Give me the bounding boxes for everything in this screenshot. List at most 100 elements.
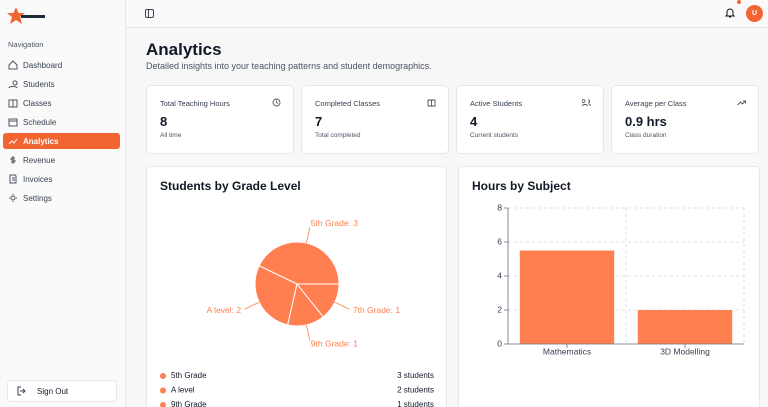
page-title: Analytics: [146, 40, 222, 59]
legend-value: 2 students: [397, 386, 434, 395]
stat-value: 4: [470, 114, 478, 129]
stat-card: Completed Classes 7 Total completed: [301, 85, 449, 154]
nav-icon: [10, 156, 16, 164]
pie-card: Students by Grade Level 5th Grade: 3 5th …: [146, 166, 447, 407]
logo: [7, 7, 45, 24]
legend-label: 9th Grade: [171, 400, 207, 407]
legend-value: 1 students: [397, 400, 434, 407]
stat-value: 0.9 hrs: [625, 114, 667, 129]
sign-out-label: Sign Out: [37, 386, 69, 396]
y-tick-label: 0: [497, 338, 502, 348]
x-tick-label: Mathematics: [543, 346, 591, 356]
nav-item[interactable]: Revenue: [3, 152, 120, 168]
x-tick-label: 3D Modelling: [660, 346, 710, 356]
label-line: [305, 324, 311, 341]
stat-icon: [737, 100, 746, 106]
chart-title: Students by Grade Level: [160, 179, 301, 193]
stat-card: Active Students 4 Current students: [456, 85, 604, 154]
nav-icon: [8, 99, 18, 108]
nav-icon: [9, 174, 17, 184]
stat-icon: [427, 99, 436, 107]
icon-path: [8, 60, 18, 70]
avatar[interactable]: U: [746, 5, 763, 22]
stat-value: 7: [315, 114, 323, 129]
nav-item[interactable]: Students: [3, 76, 120, 92]
icon-path: [8, 118, 18, 127]
page-subtitle: Detailed insights into your teaching pat…: [146, 61, 432, 71]
nav-label: Settings: [23, 193, 52, 203]
icon-path: [10, 156, 16, 164]
data-label: 5th Grade: 3: [311, 218, 359, 228]
stat-value: 8: [160, 114, 168, 129]
pie-slice: [295, 283, 340, 318]
stat-title: Total Teaching Hours: [160, 99, 230, 108]
legend-label: 5th Grade: [171, 371, 207, 380]
nav-item[interactable]: Schedule: [3, 114, 120, 130]
icon-path: [427, 99, 436, 107]
y-tick-label: 8: [497, 202, 502, 212]
icon-path: [272, 98, 281, 107]
label-line: [334, 301, 350, 310]
nav-icon: [8, 118, 18, 127]
data-label: 9th Grade: 1: [311, 339, 359, 349]
nav-label: Invoices: [23, 174, 53, 184]
nav-icon: [9, 194, 17, 202]
top-bar: [126, 0, 768, 28]
icon-path: [8, 138, 18, 145]
nav-item[interactable]: Classes: [3, 95, 120, 111]
label-line: [244, 301, 260, 310]
sign-out-button[interactable]: Sign Out: [7, 380, 117, 402]
nav-icon: [8, 60, 18, 70]
nav-label: Revenue: [23, 155, 56, 165]
bar: [637, 310, 733, 344]
notification-dot: [737, 0, 741, 4]
data-label: A level: 2: [207, 305, 242, 315]
nav-icon: [8, 80, 18, 89]
stat-title: Completed Classes: [315, 99, 381, 108]
nav-label: Students: [23, 79, 55, 89]
nav-label: Schedule: [23, 117, 57, 127]
nav-section-label: Navigation: [8, 40, 44, 49]
chart: 0 2 4 6 8 Mathematics 3D Modelling: [497, 202, 745, 356]
icon-path: [737, 100, 746, 106]
stat-note: Current students: [470, 132, 519, 139]
stat-card: Total Teaching Hours 8 All time: [146, 85, 294, 154]
stat-note: All time: [160, 132, 182, 139]
stat-note: Total completed: [315, 132, 361, 139]
chart: 5th Grade: 3 5th Grade 3 students A level: …: [160, 218, 434, 407]
nav-item[interactable]: Analytics: [3, 133, 120, 149]
stat-icon: [272, 98, 281, 107]
stat-note: Class duration: [625, 132, 667, 139]
nav-item[interactable]: Dashboard: [3, 57, 120, 73]
pie-slice: [258, 241, 340, 285]
sidebar-toggle[interactable]: [145, 9, 154, 18]
nav-label: Classes: [23, 98, 52, 108]
nav-item[interactable]: Invoices: [3, 171, 120, 187]
nav-icon: [8, 138, 18, 145]
y-tick-label: 2: [497, 304, 502, 314]
stat-title: Active Students: [470, 99, 523, 108]
label-line: [305, 227, 311, 244]
icon-path: [8, 99, 18, 108]
icon-path: [582, 99, 591, 107]
data-label: 7th Grade: 1: [353, 305, 401, 315]
bar: [519, 250, 615, 344]
icon-path: [8, 80, 18, 89]
legend-swatch: [160, 373, 166, 379]
icon-path: [9, 174, 17, 184]
nav-label: Dashboard: [23, 60, 63, 70]
bar-card: Hours by Subject 0 2 4 6 8 Mathematics 3D Mode…: [458, 166, 760, 407]
legend-label: A level: [171, 386, 195, 395]
nav-item[interactable]: Settings: [3, 190, 120, 206]
y-tick-label: 6: [497, 236, 502, 246]
stat-title: Average per Class: [625, 99, 687, 108]
legend-swatch: [160, 387, 166, 394]
y-tick-label: 4: [497, 270, 502, 280]
stat-card: Average per Class 0.9 hrs Class duration: [611, 85, 759, 154]
icon-path: [9, 194, 17, 202]
notifications[interactable]: [724, 7, 736, 19]
legend-swatch: [160, 402, 166, 407]
chart-title: Hours by Subject: [472, 179, 571, 193]
nav-label: Analytics: [23, 136, 59, 146]
